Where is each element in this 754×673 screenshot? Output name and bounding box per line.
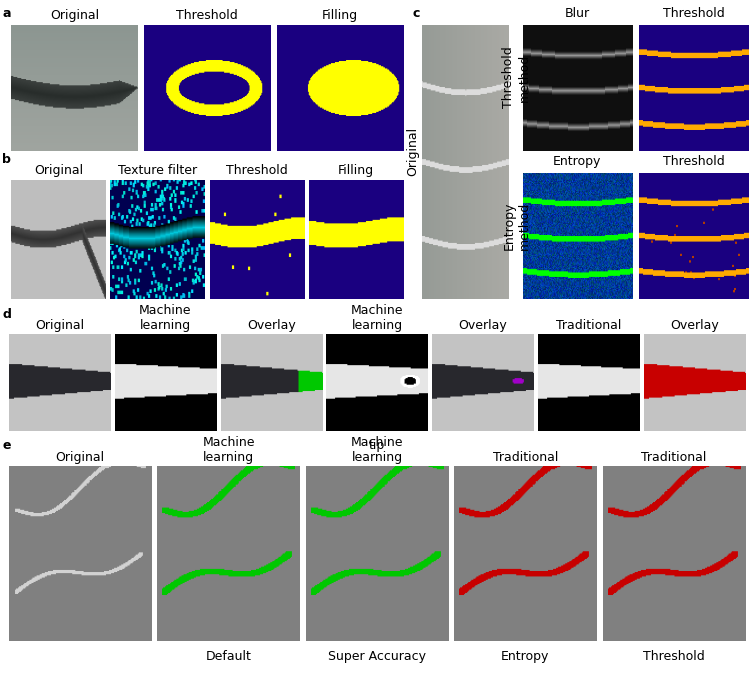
Text: b: b	[2, 153, 11, 166]
Text: Original: Original	[406, 127, 420, 176]
Text: Original: Original	[34, 164, 83, 177]
Text: Filling: Filling	[338, 164, 374, 177]
Text: Machine
learning: Machine learning	[202, 435, 255, 464]
Text: Traditional: Traditional	[492, 451, 558, 464]
Text: Overlay: Overlay	[670, 320, 719, 332]
Text: Original: Original	[56, 451, 105, 464]
Text: Original: Original	[35, 320, 84, 332]
Text: Filling: Filling	[322, 9, 358, 22]
Text: Machine
learning: Machine learning	[351, 435, 403, 464]
Text: Entropy
method: Entropy method	[502, 201, 531, 250]
Text: c: c	[412, 7, 420, 20]
Text: d: d	[2, 308, 11, 320]
Text: Threshold: Threshold	[664, 155, 725, 168]
Text: Overlay: Overlay	[458, 320, 507, 332]
Text: Entropy: Entropy	[501, 650, 550, 663]
Text: Machine
learning: Machine learning	[139, 304, 192, 332]
Text: Threshold: Threshold	[643, 650, 705, 663]
Text: Threshold: Threshold	[664, 7, 725, 20]
Text: Texture filter: Texture filter	[118, 164, 198, 177]
Text: Traditional: Traditional	[556, 320, 621, 332]
Text: Original: Original	[50, 9, 100, 22]
Text: Default: Default	[206, 650, 252, 663]
Text: Super Accuracy: Super Accuracy	[328, 650, 426, 663]
Text: Entropy: Entropy	[553, 155, 602, 168]
Text: Threshold: Threshold	[176, 9, 238, 22]
Text: e: e	[2, 439, 11, 452]
Text: Threshold: Threshold	[226, 164, 288, 177]
Text: Overlay: Overlay	[247, 320, 296, 332]
Text: Threshold
method: Threshold method	[502, 46, 531, 108]
Text: a: a	[2, 7, 11, 20]
Text: Traditional: Traditional	[641, 451, 706, 464]
Text: Blur: Blur	[565, 7, 590, 20]
Text: tip: tip	[369, 439, 385, 452]
Text: Machine
learning: Machine learning	[351, 304, 403, 332]
